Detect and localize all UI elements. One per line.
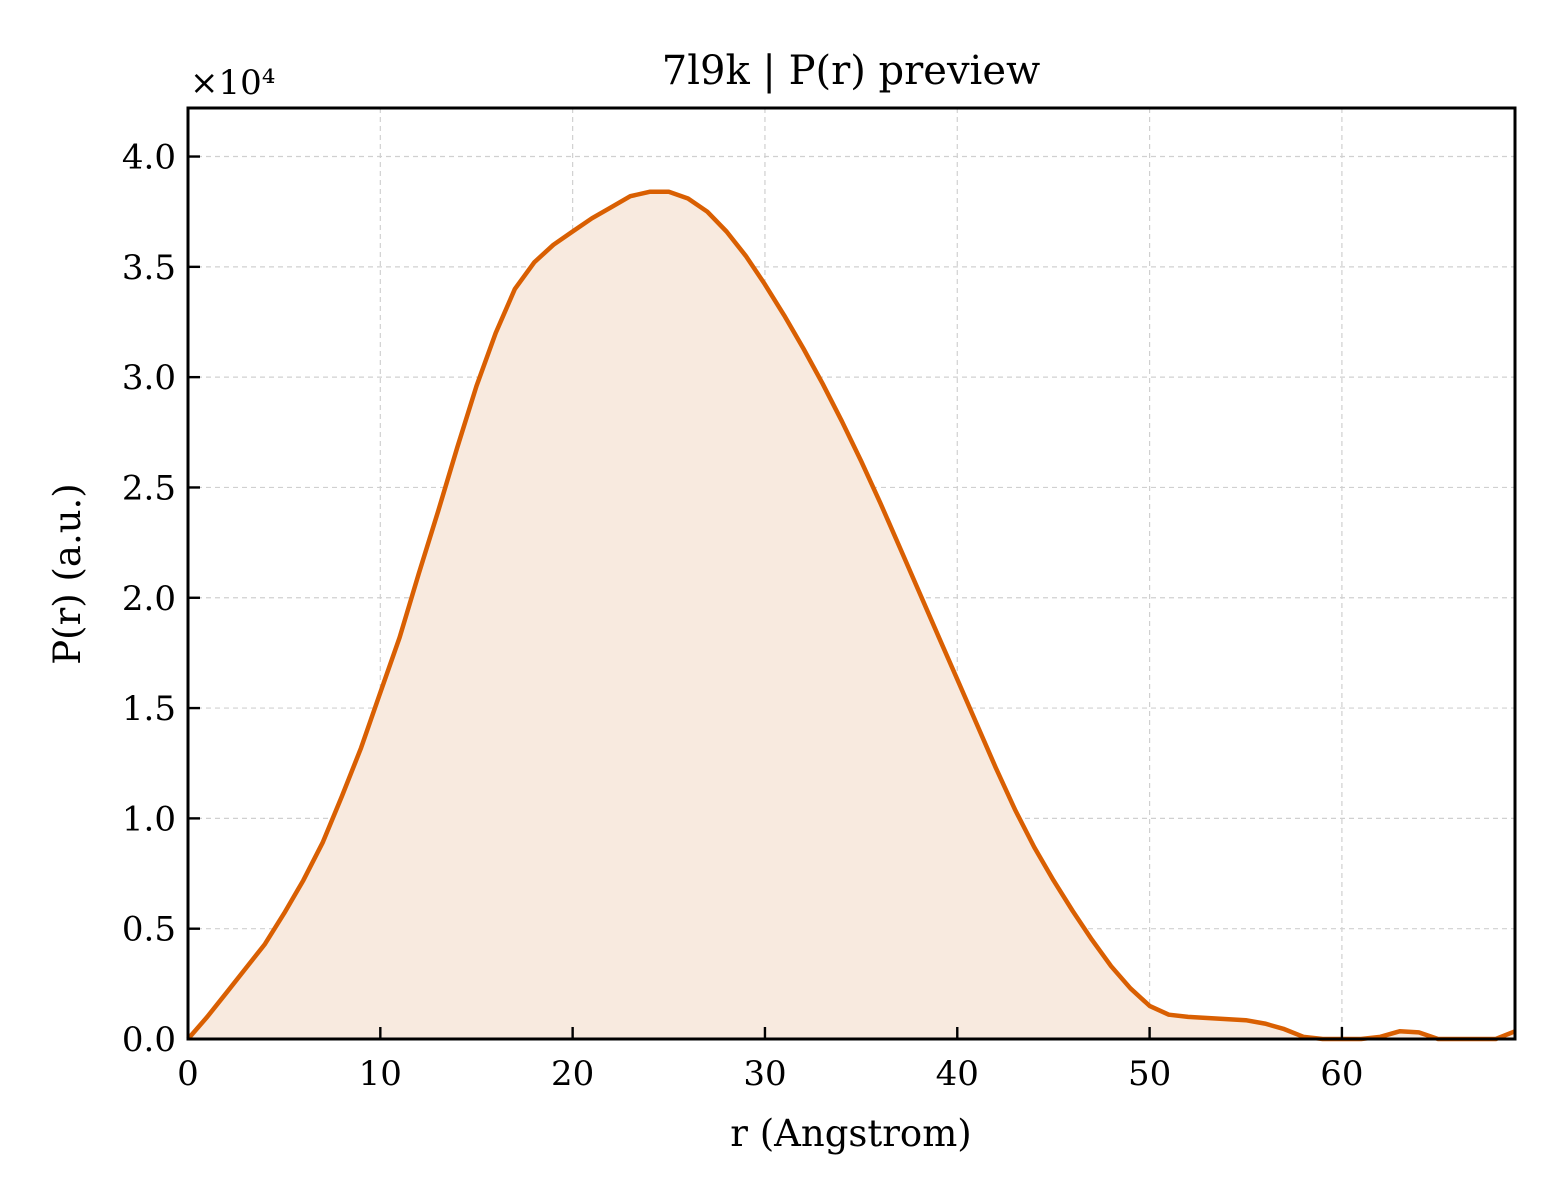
x-axis-label: r (Angstrom)	[730, 1112, 971, 1155]
chart-title: 7l9k | P(r) preview	[662, 48, 1041, 94]
y-tick-label: 2.0	[122, 579, 176, 619]
y-tick-label: 0.5	[122, 910, 176, 950]
x-tick-label: 30	[743, 1054, 786, 1094]
y-tick-label: 0.0	[122, 1020, 176, 1060]
x-tick-label: 40	[936, 1054, 979, 1094]
series-line	[186, 189, 1516, 1042]
y-tick-label: 1.0	[122, 799, 176, 839]
y-tick-label: 2.5	[122, 468, 176, 508]
y-tick-label: 4.0	[122, 138, 176, 178]
area-fill	[188, 191, 1515, 1040]
x-tick-label: 0	[177, 1054, 199, 1094]
x-tick-label: 50	[1128, 1054, 1171, 1094]
plot-frame	[186, 106, 1517, 1041]
x-tick-label: 20	[551, 1054, 594, 1094]
y-axis-multiplier: ×10⁴	[190, 63, 275, 103]
x-tick-label: 60	[1320, 1054, 1363, 1094]
y-axis-label: P(r) (a.u.)	[46, 483, 89, 665]
x-tick-label: 10	[359, 1054, 402, 1094]
y-tick-label: 3.0	[122, 358, 176, 398]
tick-layer: 0 10 20 30 40 50 60 0.0 0.5 1.0 1.5 2.0 2.5 3.0 3.5 4.0	[122, 138, 1364, 1094]
y-tick-label: 3.5	[122, 248, 176, 288]
y-tick-label: 1.5	[122, 689, 176, 729]
